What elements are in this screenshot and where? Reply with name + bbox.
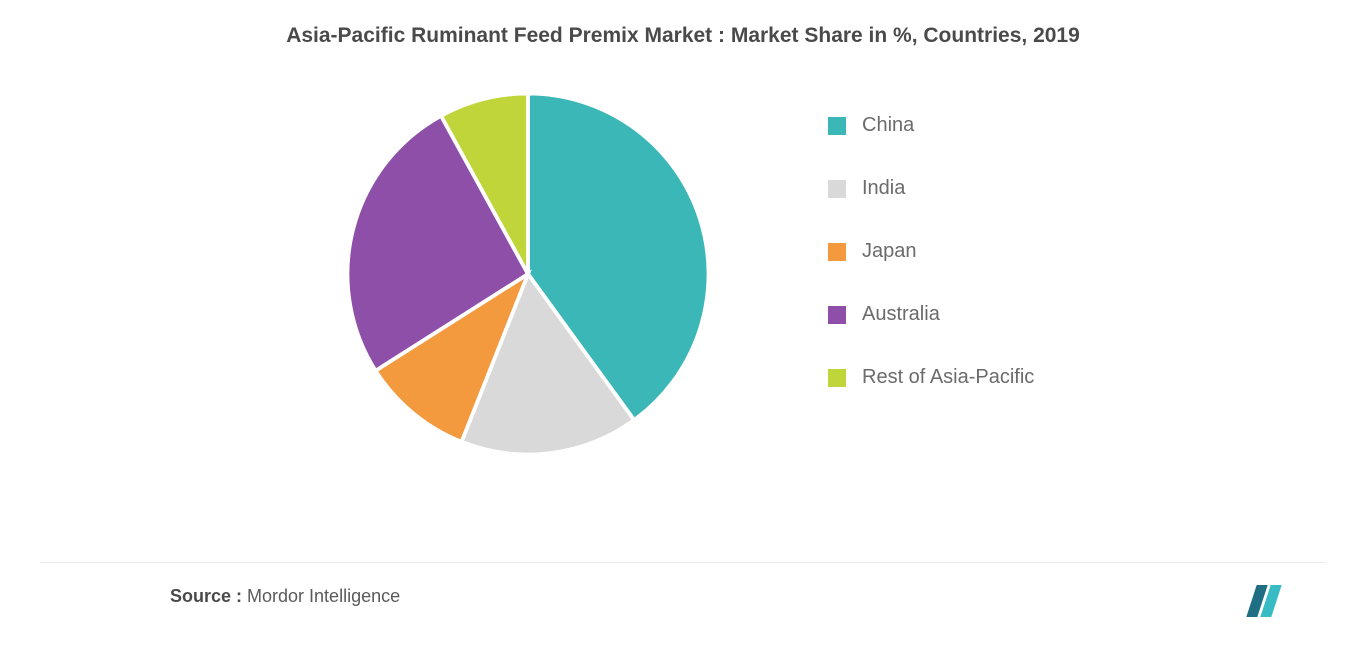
source-prefix: Source : xyxy=(170,586,247,606)
legend-swatch xyxy=(828,180,846,198)
legend-swatch xyxy=(828,243,846,261)
pie-svg xyxy=(338,84,718,464)
legend-item: China xyxy=(828,114,1088,137)
legend: China India Japan Australia Rest of Asia-Pac… xyxy=(828,114,1088,389)
legend-swatch xyxy=(828,306,846,324)
legend-label: Japan xyxy=(862,240,917,263)
legend-item: India xyxy=(828,177,1088,200)
chart-container: Asia-Pacific Ruminant Feed Premix Market… xyxy=(0,0,1366,655)
legend-item: Japan xyxy=(828,240,1088,263)
legend-label: China xyxy=(862,114,914,137)
pie-chart xyxy=(338,84,718,464)
legend-item: Rest of Asia-Pacific xyxy=(828,366,1088,389)
legend-item: Australia xyxy=(828,303,1088,326)
footer-divider xyxy=(40,562,1326,563)
legend-label: Australia xyxy=(862,303,940,326)
legend-swatch xyxy=(828,369,846,387)
chart-body: China India Japan Australia Rest of Asia-Pac… xyxy=(40,84,1326,464)
brand-logo xyxy=(1242,581,1306,621)
legend-swatch xyxy=(828,117,846,135)
source-attribution: Source : Mordor Intelligence xyxy=(170,586,400,607)
legend-label: Rest of Asia-Pacific xyxy=(862,366,1034,389)
legend-label: India xyxy=(862,177,905,200)
chart-title: Asia-Pacific Ruminant Feed Premix Market… xyxy=(40,24,1326,48)
source-text: Mordor Intelligence xyxy=(247,586,400,606)
